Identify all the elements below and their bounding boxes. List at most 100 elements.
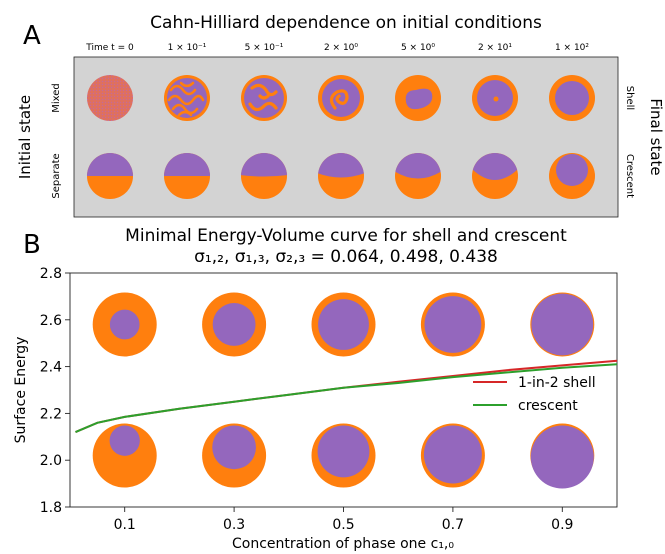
time-label: 5 × 10⁰ xyxy=(401,43,435,53)
purple-phase xyxy=(472,153,518,180)
purple-cap xyxy=(164,153,210,176)
x-tick-label: 0.7 xyxy=(442,517,464,533)
panel-a-title: Cahn-Hilliard dependence on initial cond… xyxy=(150,13,542,33)
purple-phase xyxy=(395,153,441,179)
y-tick-label: 2.8 xyxy=(40,266,62,282)
purple-phase xyxy=(87,153,133,176)
purple-cap xyxy=(318,153,364,178)
separate-snapshot xyxy=(318,153,364,199)
orange-stripe xyxy=(250,83,278,97)
mixed-droplet xyxy=(87,75,133,121)
shell-inner xyxy=(212,303,256,346)
row-label-crescent: Crescent xyxy=(624,154,635,198)
shell-inner xyxy=(109,309,140,340)
separate-snapshot xyxy=(241,153,287,199)
orange-stripe xyxy=(248,101,278,112)
x-tick-label: 0.1 xyxy=(114,517,136,533)
separate-snapshot xyxy=(549,153,595,199)
panel-a-letter: A xyxy=(23,21,41,51)
purple-phase xyxy=(164,153,210,176)
cahn-hilliard-snapshots xyxy=(87,75,595,199)
energy-curves xyxy=(75,359,618,434)
y-tick-label: 2.6 xyxy=(40,313,62,329)
orange-stripe xyxy=(179,81,195,88)
purple-phase xyxy=(167,78,207,118)
legend: 1-in-2 shell crescent xyxy=(473,375,596,414)
purple-phase xyxy=(556,154,588,186)
y-tick-label: 1.8 xyxy=(40,500,62,516)
time-label: 5 × 10⁻¹ xyxy=(245,43,284,53)
purple-phase xyxy=(318,153,364,178)
y-tick-label: 2.0 xyxy=(40,453,62,469)
legend-label-shell: 1-in-2 shell xyxy=(518,375,596,391)
orange-stripe xyxy=(329,89,349,110)
panel-b-title-line2: σ₁,₂, σ₁,₃, σ₂,₃ = 0.064, 0.498, 0.438 xyxy=(194,247,498,267)
legend-label-crescent: crescent xyxy=(518,398,578,414)
separate-snapshot xyxy=(395,153,441,199)
axes: 1.8 2.0 2.2 2.4 2.6 2.8 0.1 0.3 0.5 0.7 0.9 xyxy=(40,266,574,533)
shell-inner xyxy=(531,293,594,356)
time-label: Time t = 0 xyxy=(85,43,134,53)
purple-cap xyxy=(472,153,518,180)
x-tick-label: 0.5 xyxy=(332,517,354,533)
time-label: 2 × 10¹ xyxy=(478,43,512,53)
y-tick-label: 2.4 xyxy=(40,360,62,376)
purple-cap xyxy=(87,153,133,176)
x-tick-label: 0.9 xyxy=(551,517,573,533)
mixed-snapshot xyxy=(395,75,441,121)
purple-phase xyxy=(405,88,433,110)
panel-b-title-line1: Minimal Energy-Volume curve for shell an… xyxy=(125,226,567,246)
orange-dot xyxy=(493,96,499,102)
mixed-snapshot xyxy=(241,75,287,121)
separate-snapshot xyxy=(164,153,210,199)
mixed-snapshot xyxy=(164,75,210,121)
purple-core xyxy=(322,79,360,117)
purple-phase xyxy=(477,80,513,116)
y-tick-label: 2.2 xyxy=(40,406,62,422)
separate-snapshot xyxy=(87,153,133,199)
time-labels: Time t = 0 1 × 10⁻¹ 5 × 10⁻¹ 2 × 10⁰ 5 × 10⁰… xyxy=(85,43,589,53)
y-axis-label: Surface Energy xyxy=(13,337,29,444)
initial-state-label: Initial state xyxy=(16,95,34,179)
shell-inner xyxy=(318,299,369,350)
purple-phase xyxy=(244,78,284,118)
row-label-separate: Separate xyxy=(51,153,62,198)
crescent-inner xyxy=(109,425,140,456)
time-label: 2 × 10⁰ xyxy=(324,43,358,53)
inset-droplets xyxy=(92,292,595,489)
time-label: 1 × 10² xyxy=(555,43,589,53)
purple-phase xyxy=(555,81,589,115)
orange-stripe xyxy=(258,94,270,100)
separate-snapshot xyxy=(472,153,518,199)
purple-crescent xyxy=(556,154,588,186)
crescent-energy-line xyxy=(75,363,618,434)
final-state-label: Final state xyxy=(647,98,665,175)
row-label-shell: Shell xyxy=(624,86,635,110)
mixed-snapshot xyxy=(318,75,364,121)
time-label: 1 × 10⁻¹ xyxy=(168,43,207,53)
x-axis-label: Concentration of phase one c₁,₀ xyxy=(232,536,454,552)
purple-blob xyxy=(405,88,433,110)
purple-phase xyxy=(241,153,287,177)
purple-core xyxy=(555,81,589,115)
purple-phase xyxy=(322,79,360,117)
row-label-mixed: Mixed xyxy=(51,83,62,113)
panel-b-letter: B xyxy=(23,230,41,260)
mixed-snapshot xyxy=(549,75,595,121)
shell-energy-line xyxy=(75,359,618,434)
mixed-snapshot xyxy=(472,75,518,121)
purple-cap xyxy=(241,153,287,177)
mixed-snapshot xyxy=(87,75,133,121)
orange-stripe xyxy=(169,84,197,96)
crescent-inner xyxy=(212,425,256,470)
orange-stripe xyxy=(177,110,193,117)
crescent-inner xyxy=(317,425,370,478)
x-tick-label: 0.3 xyxy=(223,517,245,533)
crescent-inner xyxy=(530,425,594,489)
orange-stripe xyxy=(167,94,205,106)
purple-cap xyxy=(395,153,441,179)
shell-inner xyxy=(424,296,482,353)
orange-stripe xyxy=(171,103,199,115)
crescent-inner xyxy=(423,425,482,484)
